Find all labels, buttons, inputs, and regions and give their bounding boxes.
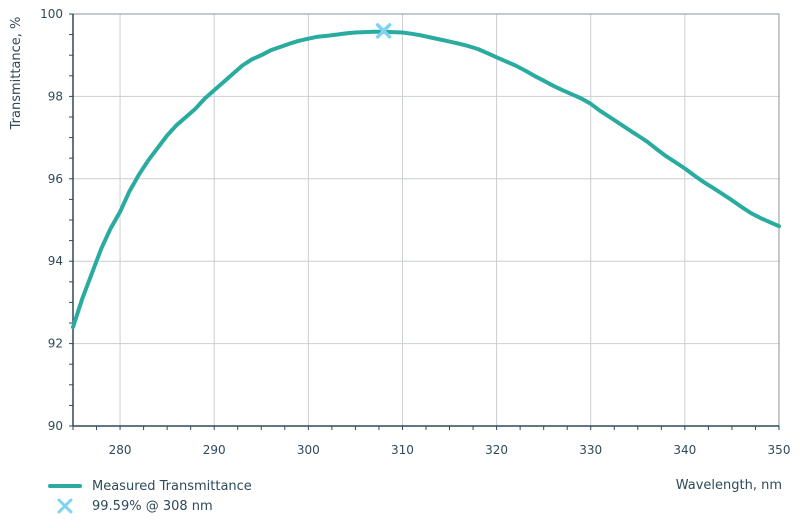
y-tick-label: 96 (48, 172, 63, 186)
y-tick-label: 90 (48, 419, 63, 433)
measured-transmittance-line (71, 29, 781, 330)
legend-item-marker: 99.59% @ 308 nm (48, 496, 252, 516)
legend: Measured Transmittance 99.59% @ 308 nm (48, 476, 252, 516)
x-tick-labels: 280 290 300 310 320 330 340 350 (109, 443, 791, 457)
x-tick-label: 310 (391, 443, 414, 457)
x-tick-label: 300 (297, 443, 320, 457)
y-tick-label: 94 (48, 254, 63, 268)
legend-series-label: Measured Transmittance (92, 478, 252, 494)
legend-item-series: Measured Transmittance (48, 476, 252, 496)
x-tick-label: 350 (768, 443, 791, 457)
y-tick-label: 92 (48, 337, 63, 351)
legend-marker-label: 99.59% @ 308 nm (92, 498, 213, 514)
x-axis-label: Wavelength, nm (675, 478, 782, 493)
y-tick-label: 98 (48, 89, 63, 103)
grid (69, 13, 780, 430)
x-tick-label: 330 (579, 443, 602, 457)
x-tick-label: 280 (109, 443, 132, 457)
peak-x-marker (375, 23, 392, 39)
x-tick-label: 290 (203, 443, 226, 457)
peak-marker (375, 23, 392, 39)
y-tick-label: 100 (40, 7, 63, 21)
y-axis-label: Transmittance, % (9, 17, 24, 131)
legend-line-swatch (48, 484, 82, 488)
y-tick-labels: 90 92 94 96 98 100 (40, 7, 63, 433)
legend-x-marker-icon (48, 496, 82, 516)
x-tick-label: 320 (485, 443, 508, 457)
x-tick-label: 340 (673, 443, 696, 457)
plot-frame (72, 13, 780, 427)
